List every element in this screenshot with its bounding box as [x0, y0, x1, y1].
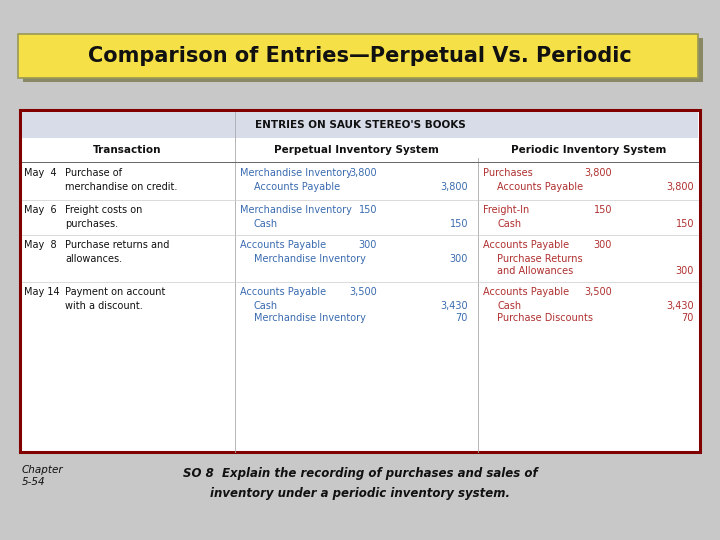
Text: 150: 150	[593, 205, 612, 215]
Text: Accounts Payable: Accounts Payable	[240, 240, 326, 250]
Text: Merchandise Inventory: Merchandise Inventory	[254, 313, 366, 323]
Text: 3,800: 3,800	[349, 168, 377, 178]
FancyBboxPatch shape	[18, 34, 698, 78]
Text: Purchase returns and: Purchase returns and	[65, 240, 169, 250]
Text: 3,800: 3,800	[585, 168, 612, 178]
Text: and Allowances: and Allowances	[497, 266, 573, 276]
Text: purchases.: purchases.	[65, 219, 118, 229]
Text: 3,800: 3,800	[667, 182, 694, 192]
Text: merchandise on credit.: merchandise on credit.	[65, 182, 177, 192]
Text: 300: 300	[675, 266, 694, 276]
Text: Comparison of Entries—Perpetual Vs. Periodic: Comparison of Entries—Perpetual Vs. Peri…	[88, 45, 632, 65]
Text: Purchases: Purchases	[483, 168, 533, 178]
Text: Freight-In: Freight-In	[483, 205, 529, 215]
Text: allowances.: allowances.	[65, 254, 122, 264]
Text: Payment on account: Payment on account	[65, 287, 166, 297]
Text: Purchase Discounts: Purchase Discounts	[497, 313, 593, 323]
Text: 70: 70	[682, 313, 694, 323]
Text: Merchandise Inventory: Merchandise Inventory	[254, 254, 366, 264]
Text: May  4: May 4	[24, 168, 57, 178]
Text: Merchandise Inventory: Merchandise Inventory	[240, 168, 352, 178]
Text: Freight costs on: Freight costs on	[65, 205, 143, 215]
Text: Merchandise Inventory: Merchandise Inventory	[240, 205, 352, 215]
Text: 70: 70	[456, 313, 468, 323]
Text: Cash: Cash	[254, 219, 278, 229]
Text: Chapter
5-54: Chapter 5-54	[22, 465, 63, 487]
Text: 3,800: 3,800	[441, 182, 468, 192]
Text: 3,500: 3,500	[584, 287, 612, 297]
Text: Accounts Payable: Accounts Payable	[483, 240, 569, 250]
Text: Purchase of: Purchase of	[65, 168, 122, 178]
Text: Accounts Payable: Accounts Payable	[240, 287, 326, 297]
Text: Accounts Payable: Accounts Payable	[497, 182, 583, 192]
Text: Accounts Payable: Accounts Payable	[483, 287, 569, 297]
Text: Purchase Returns: Purchase Returns	[497, 254, 582, 264]
FancyBboxPatch shape	[23, 38, 703, 82]
Text: Perpetual Inventory System: Perpetual Inventory System	[274, 145, 438, 155]
Text: Cash: Cash	[254, 301, 278, 311]
FancyBboxPatch shape	[20, 110, 700, 452]
Text: with a discount.: with a discount.	[65, 301, 143, 311]
Text: 3,500: 3,500	[349, 287, 377, 297]
Text: 300: 300	[359, 240, 377, 250]
Text: Periodic Inventory System: Periodic Inventory System	[511, 145, 667, 155]
Text: May 14: May 14	[24, 287, 60, 297]
Text: 150: 150	[675, 219, 694, 229]
Text: 150: 150	[449, 219, 468, 229]
Text: Accounts Payable: Accounts Payable	[254, 182, 340, 192]
Bar	[22, 112, 698, 138]
Text: 3,430: 3,430	[441, 301, 468, 311]
Text: 300: 300	[593, 240, 612, 250]
Text: 300: 300	[449, 254, 468, 264]
Text: SO 8  Explain the recording of purchases and sales of
inventory under a periodic: SO 8 Explain the recording of purchases …	[183, 467, 537, 500]
Text: Transaction: Transaction	[93, 145, 161, 155]
Text: 150: 150	[359, 205, 377, 215]
Text: May  6: May 6	[24, 205, 57, 215]
Text: 3,430: 3,430	[667, 301, 694, 311]
Text: ENTRIES ON SAUK STEREO'S BOOKS: ENTRIES ON SAUK STEREO'S BOOKS	[255, 119, 465, 130]
Text: Cash: Cash	[497, 219, 521, 229]
Text: May  8: May 8	[24, 240, 57, 250]
Text: Cash: Cash	[497, 301, 521, 311]
